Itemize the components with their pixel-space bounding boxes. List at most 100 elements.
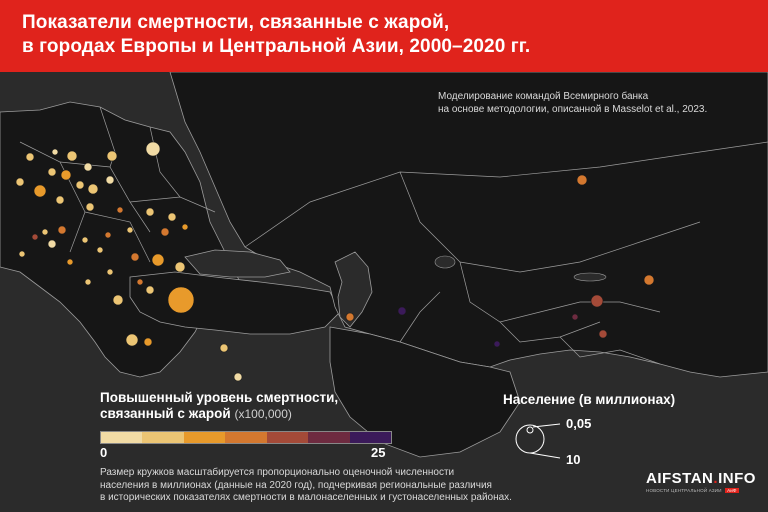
city-bubble bbox=[55, 195, 65, 205]
caspian-sea bbox=[334, 251, 373, 328]
footnote-line-1: Размер кружков масштабируется пропорцион… bbox=[100, 467, 455, 478]
city-bubble bbox=[66, 150, 78, 162]
city-bubble bbox=[25, 152, 35, 162]
city-bubble bbox=[84, 278, 92, 286]
city-bubble bbox=[15, 177, 25, 187]
city-bubble bbox=[112, 294, 124, 306]
population-large-label: 10 bbox=[566, 452, 581, 467]
brand-logo: AIFSTAN.INFO НОВОСТИ ЦЕНТРАЛЬНОЙ АЗИИ Аи… bbox=[646, 470, 764, 493]
population-circle-large bbox=[515, 424, 545, 454]
legend-title-line-2-wrap: связанный с жарой (x100,000) bbox=[100, 406, 338, 422]
footnote-line-2: населения в миллионах (данные на 2020 го… bbox=[100, 479, 492, 491]
city-bubble bbox=[51, 148, 59, 156]
population-legend-title: Население (в миллионах) bbox=[503, 392, 676, 407]
brand-name-dot: . bbox=[713, 470, 719, 487]
black-sea bbox=[184, 249, 291, 278]
city-bubble bbox=[143, 337, 153, 347]
title-banner: Показатели смертности, связанные с жарой… bbox=[0, 0, 768, 72]
leader-small bbox=[532, 423, 561, 428]
city-bubble bbox=[571, 313, 579, 321]
city-bubble bbox=[116, 206, 124, 214]
footnote: Размер кружков масштабируется пропорцион… bbox=[100, 467, 580, 505]
city-bubble bbox=[105, 175, 115, 185]
credit-line-2: на основе методологии, описанной в Masse… bbox=[438, 104, 708, 115]
city-bubble bbox=[345, 312, 355, 322]
city-bubble bbox=[145, 285, 155, 295]
scale-max-label: 25 bbox=[371, 445, 386, 460]
color-scale-bar bbox=[100, 431, 392, 444]
city-bubble bbox=[18, 250, 26, 258]
city-bubble bbox=[167, 212, 177, 222]
brand-subtitle-row: НОВОСТИ ЦЕНТРАЛЬНОЙ АЗИИ АиФ bbox=[646, 488, 764, 493]
population-small-label: 0,05 bbox=[566, 416, 592, 431]
color-scale-segment bbox=[266, 432, 309, 443]
legend-title-line-1: Повышенный уровень смертности, bbox=[100, 390, 339, 405]
city-bubble bbox=[643, 274, 655, 286]
city-bubble bbox=[125, 333, 139, 347]
brand-name: AIFSTAN.INFO bbox=[646, 470, 764, 487]
color-scale-segment bbox=[101, 432, 143, 443]
city-bubble bbox=[145, 141, 161, 157]
city-bubble bbox=[126, 226, 134, 234]
city-bubble bbox=[87, 183, 99, 195]
city-bubble bbox=[493, 340, 501, 348]
city-bubbles bbox=[15, 141, 655, 382]
color-scale-segment bbox=[349, 432, 391, 443]
city-bubble bbox=[397, 306, 407, 316]
title-line-2: в городах Европы и Центральной Азии, 200… bbox=[22, 36, 531, 57]
city-bubble bbox=[576, 174, 588, 186]
lake-balkhash bbox=[573, 272, 607, 282]
aral-sea bbox=[434, 255, 456, 269]
city-bubble bbox=[81, 236, 89, 244]
color-scale-segment bbox=[183, 432, 226, 443]
city-bubble bbox=[60, 169, 72, 181]
brand-name-part-2: INFO bbox=[718, 470, 756, 487]
city-bubble bbox=[104, 231, 112, 239]
city-bubble bbox=[85, 202, 95, 212]
scale-min-label: 0 bbox=[100, 445, 108, 460]
city-bubble bbox=[31, 233, 39, 241]
leader-large bbox=[529, 452, 561, 459]
city-bubble bbox=[167, 286, 195, 314]
city-bubble bbox=[41, 228, 49, 236]
brand-badge: АиФ bbox=[725, 488, 739, 493]
city-bubble bbox=[130, 252, 140, 262]
city-bubble bbox=[33, 184, 47, 198]
city-bubble bbox=[590, 294, 604, 308]
city-bubble bbox=[106, 150, 118, 162]
city-bubble bbox=[174, 261, 186, 273]
city-bubble bbox=[136, 278, 144, 286]
city-bubble bbox=[57, 225, 67, 235]
map bbox=[0, 72, 768, 459]
city-bubble bbox=[47, 239, 57, 249]
brand-subtitle: НОВОСТИ ЦЕНТРАЛЬНОЙ АЗИИ bbox=[646, 488, 722, 493]
credit-line-1: Моделирование командой Всемирного банка bbox=[438, 91, 649, 102]
city-bubble bbox=[75, 180, 85, 190]
title-line-1: Показатели смертности, связанные с жарой… bbox=[22, 12, 450, 33]
color-scale-segment bbox=[225, 432, 267, 443]
legend-title-line-2: связанный с жарой bbox=[100, 406, 231, 421]
population-circle-small bbox=[526, 426, 534, 434]
legend-title: Повышенный уровень смертности, связанный… bbox=[100, 390, 338, 422]
legend-unit: (x100,000) bbox=[234, 407, 292, 421]
city-bubble bbox=[47, 167, 57, 177]
population-size-legend bbox=[515, 423, 561, 459]
city-bubble bbox=[106, 268, 114, 276]
city-bubble bbox=[83, 162, 93, 172]
city-bubble bbox=[160, 227, 170, 237]
city-bubble bbox=[66, 258, 74, 266]
city-bubble bbox=[151, 253, 165, 267]
source-credit: Моделирование командой Всемирного банка … bbox=[438, 90, 758, 116]
city-bubble bbox=[96, 246, 104, 254]
country-borders bbox=[19, 106, 768, 365]
city-bubble bbox=[145, 207, 155, 217]
city-bubble bbox=[181, 223, 189, 231]
city-bubble bbox=[219, 343, 229, 353]
brand-name-part-1: AIFSTAN bbox=[646, 470, 714, 487]
land-iran bbox=[329, 326, 521, 458]
city-bubble bbox=[233, 372, 243, 382]
color-scale-segment bbox=[142, 432, 184, 443]
city-bubble bbox=[598, 329, 608, 339]
footnote-line-3: в исторических показателях смертности в … bbox=[100, 492, 512, 503]
color-scale-segment bbox=[308, 432, 350, 443]
